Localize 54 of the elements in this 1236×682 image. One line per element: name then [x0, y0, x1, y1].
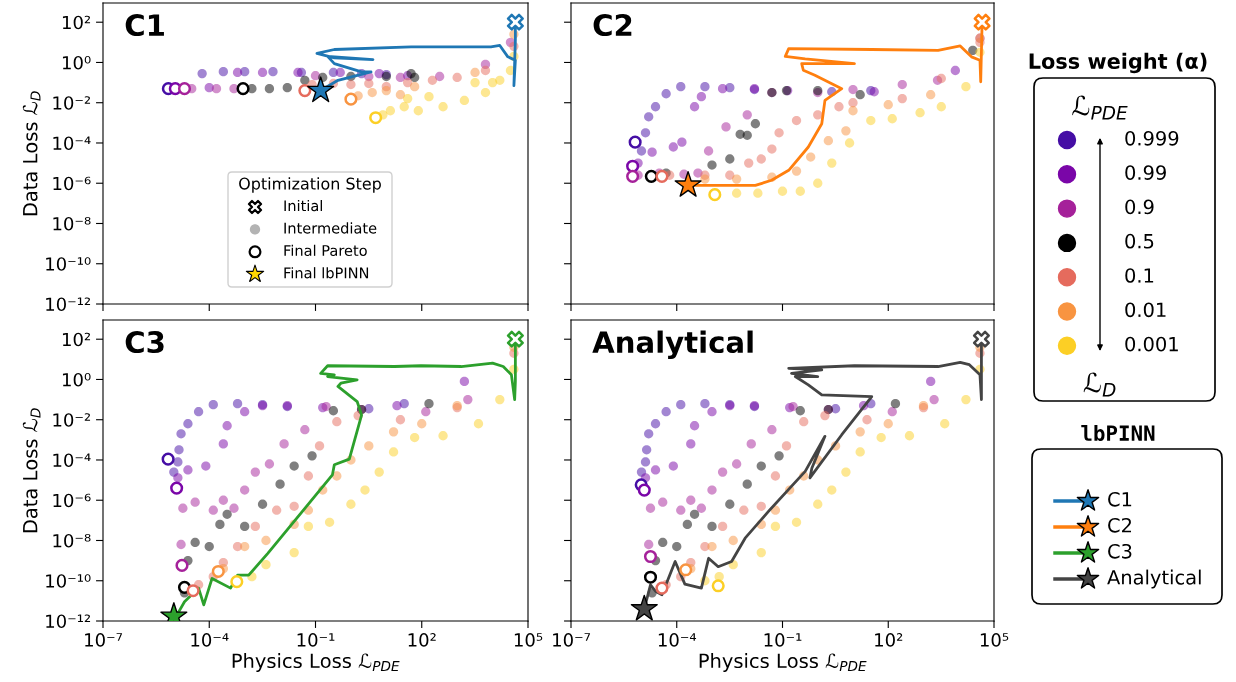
text: ℒ$_{PDE}$: [1072, 95, 1128, 120]
category-label: Intermediate: [284, 222, 377, 234]
category-label: Final lbPINN: [284, 267, 369, 279]
legend-title: lbPINN: [1081, 424, 1155, 442]
legend-title: Loss weight (α): [1029, 52, 1207, 74]
x-tick-label: 10⁵: [980, 633, 1009, 647]
chart-title: C1: [125, 14, 164, 37]
y-tick-label: 10⁻¹²: [46, 614, 91, 629]
y-axis-title: Data Loss ℒ$_{D}$: [22, 91, 41, 216]
y-tick-label: 10⁻²: [53, 413, 91, 427]
y-tick-label: 10⁻¹⁰: [46, 574, 91, 588]
x-tick-label: 10⁻¹: [297, 633, 335, 647]
y-tick-label: 10⁻⁶: [53, 493, 91, 508]
x-axis-title: Physics Loss ℒ$_{PDE}$: [232, 653, 400, 672]
y-tick-label: 10²: [62, 15, 91, 30]
category-label: 0.9: [1125, 199, 1154, 215]
x-axis-title: Physics Loss ℒ$_{PDE}$: [699, 653, 867, 672]
y-tick-label: 10⁻²: [53, 96, 91, 110]
x-tick-label: 10⁻⁴: [658, 633, 697, 647]
y-tick-label: 10⁰: [62, 372, 91, 387]
category-label: Analytical: [1107, 569, 1201, 589]
y-tick-label: 10⁻⁴: [53, 453, 91, 468]
category-label: 0.99: [1125, 165, 1166, 180]
text: ℒ$_{D}$: [1083, 372, 1116, 397]
x-tick-label: 10⁻⁷: [85, 633, 123, 647]
category-label: 0.999: [1125, 130, 1179, 146]
category-label: C2: [1108, 517, 1131, 533]
category-label: 0.01: [1125, 302, 1166, 318]
category-label: 0.001: [1125, 336, 1178, 352]
x-tick-label: 10⁻¹: [764, 633, 802, 647]
y-tick-label: 10⁻¹²: [46, 297, 91, 312]
chart-title: Analytical: [592, 330, 753, 359]
x-tick-label: 10⁵: [514, 633, 543, 647]
category-label: 0.5: [1125, 233, 1154, 249]
x-tick-label: 10⁻⁷: [553, 633, 591, 647]
legend-title: Optimization Step: [239, 177, 381, 193]
category-label: Initial: [284, 199, 322, 212]
y-tick-label: 10⁻⁸: [53, 533, 91, 548]
x-tick-label: 10²: [408, 633, 436, 647]
y-tick-label: 10⁻⁸: [53, 216, 91, 231]
y-tick-label: 10⁰: [62, 55, 91, 70]
y-tick-label: 10⁻¹⁰: [46, 257, 91, 271]
y-tick-label: 10²: [62, 332, 91, 347]
category-label: C3: [1108, 543, 1132, 559]
chart-title: C2: [593, 14, 632, 37]
category-label: Final Pareto: [284, 244, 367, 257]
x-tick-label: 10⁻⁴: [191, 633, 229, 647]
y-tick-label: 10⁻⁶: [53, 176, 91, 191]
x-tick-label: 10²: [875, 633, 903, 647]
category-label: C1: [1108, 491, 1132, 507]
y-tick-label: 10⁻⁴: [53, 136, 91, 151]
chart-title: C3: [125, 331, 164, 354]
y-axis-title: Data Loss ℒ$_{D}$: [22, 408, 41, 533]
category-label: 0.1: [1125, 268, 1154, 283]
